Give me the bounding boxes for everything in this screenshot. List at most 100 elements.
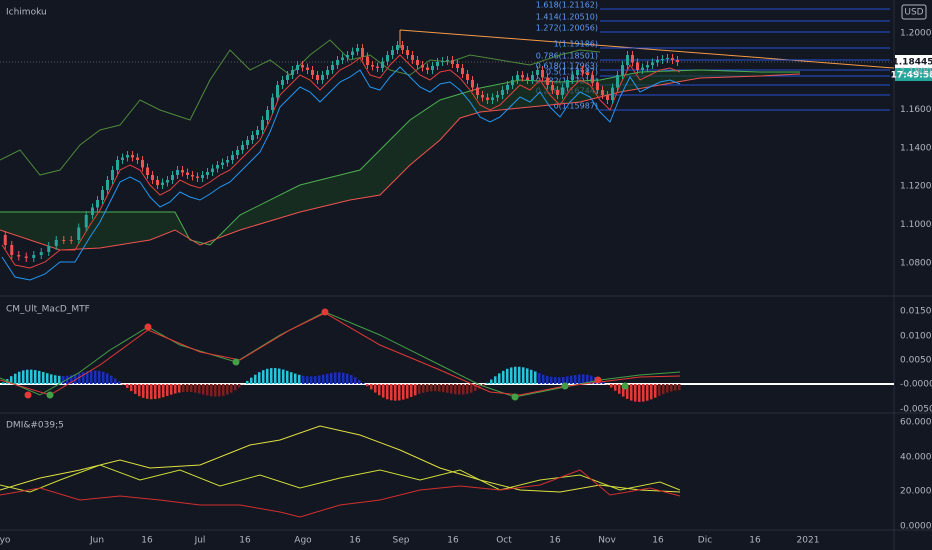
macd-histogram [490,379,493,384]
macd-histogram [674,384,677,391]
trend-line [399,29,895,69]
fib-label: 0(1.15987) [554,102,598,111]
macd-histogram [322,374,325,384]
macd-histogram [326,373,329,384]
candle-body [451,60,454,64]
macd-histogram [414,384,417,396]
di-minus [0,469,681,518]
macd-histogram [574,375,577,384]
candle-body [561,87,564,95]
macd-histogram [558,377,561,384]
fib-label: 1.272(1.20056) [536,24,598,33]
macd-histogram [610,384,613,388]
candle-body [176,170,179,175]
candle-body [156,180,159,185]
macd-histogram [582,374,585,384]
adx-line [0,425,681,493]
indicator-label: Ichimoku [6,8,47,18]
candle-body [471,80,474,88]
macd-histogram [566,376,569,384]
candle-body [181,170,184,173]
cross-dot [594,376,602,384]
time-tick: 16 [447,536,459,546]
macd-histogram [510,367,513,384]
macd-histogram [318,375,321,384]
macd-histogram [466,384,469,394]
candle-body [476,87,479,95]
cross-dot [511,393,519,401]
macd-histogram [218,384,221,397]
candle-body [346,55,349,58]
macd-histogram [158,384,161,399]
dmi-label: DMI&#039;5 [6,421,64,431]
candle-body [301,65,304,68]
macd-histogram [250,377,253,384]
candle-body [636,62,639,70]
candle-body [426,67,429,70]
macd-histogram [494,376,497,384]
candle-body [596,82,599,90]
candle-body [101,190,104,200]
cross-dot [24,391,32,399]
currency: USD [904,8,923,18]
candle-body [126,155,129,158]
macd-histogram [402,384,405,400]
candle-body [621,65,624,75]
macd-histogram [366,384,369,387]
macd-histogram [410,384,413,397]
candle-body [431,66,434,70]
candle-body [191,175,194,177]
candle-body [506,85,509,90]
candle-body [391,50,394,55]
macd-histogram [30,369,33,384]
candle-body [321,75,324,80]
macd-histogram [106,373,109,384]
macd-histogram [90,370,93,384]
candle-body [496,95,499,98]
pane-tick: 0.0000 [900,522,932,532]
macd-histogram [514,366,517,384]
macd-histogram [50,374,53,384]
macd-histogram [186,384,189,392]
candle-body [361,48,364,57]
kijun-sen [1,66,681,281]
time-tick: Nov [598,536,616,546]
candle-body [401,45,404,50]
candle-body [136,157,139,160]
candle-body [566,80,569,88]
candle-body [441,61,444,62]
candle-body [171,175,174,180]
macd-label: CM_Ult_MacD_MTF [6,305,90,315]
candle-body [341,57,344,60]
macd-histogram [646,384,649,401]
macd-histogram [202,384,205,395]
price-tick: 1.14000 [900,143,932,153]
macd-histogram [426,384,429,392]
candle-body [201,175,204,178]
candle-body [461,68,464,74]
price-tick: 1.12000 [900,182,932,192]
candle-body [286,75,289,80]
candle-body [311,70,314,75]
candle-body [671,58,674,60]
candle-body [466,74,469,80]
macd-histogram [474,384,477,391]
candle-body [486,97,489,100]
candle-body [166,180,169,183]
candle-body [666,58,669,59]
macd-histogram [654,384,657,398]
macd-histogram [234,384,237,391]
macd-histogram [478,384,481,389]
macd-histogram [194,384,197,393]
fib-label: 0.618(1.17963) [536,62,598,71]
chikou-span [0,39,601,176]
time-tick: Dic [698,536,712,546]
candle-body [481,95,484,98]
last-price-box [895,55,932,68]
macd-histogram [546,375,549,384]
macd-histogram [130,384,133,392]
macd-histogram [538,373,541,384]
price-tick: 1.10000 [900,220,932,230]
macd-histogram [622,384,625,397]
macd-histogram [562,376,565,384]
